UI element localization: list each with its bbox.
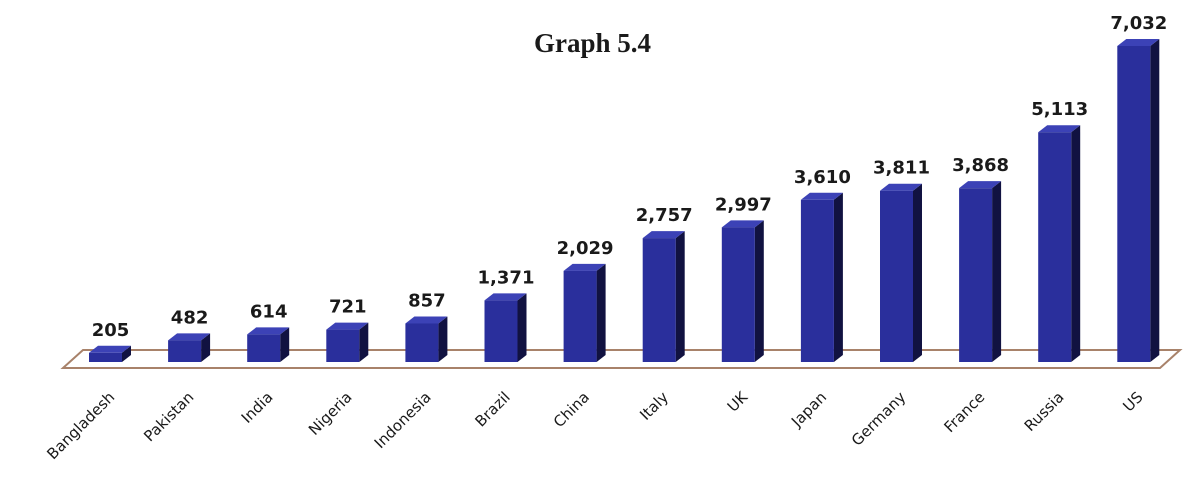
bar-top [880,183,922,191]
bar-top [800,192,843,200]
bar-side [438,316,448,362]
bar-front [168,340,202,362]
bar-side [201,333,211,362]
bar-front [484,300,518,362]
value-labels-group: 205 482 614 721 857 1,371 2,029 2,757 2,997 3,610… [92,13,1168,341]
value-label-indonesia: 857 [408,290,446,311]
value-label-germany: 3,811 [873,158,930,179]
bar-france [959,181,1002,362]
bar-front [880,190,913,362]
value-label-japan: 3,610 [794,167,851,188]
category-label-pakistan: Pakistan [140,388,197,445]
value-label-bangladesh: 205 [92,320,130,341]
value-label-india: 614 [250,301,288,322]
value-label-us: 7,032 [1110,13,1167,34]
bar-front [721,227,755,362]
bar-front [563,270,597,362]
bar-top [1117,39,1160,46]
bar-side [517,293,527,362]
category-label-russia: Russia [1021,388,1068,435]
bar-front [959,188,993,362]
value-label-italy: 2,757 [636,205,693,226]
bar-side [596,263,606,362]
category-label-japan: Japan [787,388,830,431]
bar-top [484,293,527,301]
category-label-uk: UK [724,387,752,415]
category-label-germany: Germany [848,388,910,450]
value-label-russia: 5,113 [1031,99,1088,120]
value-label-uk: 2,997 [715,194,772,215]
value-label-nigeria: 721 [329,297,367,318]
category-label-bangladesh: Bangladesh [43,388,118,463]
bar-front [247,334,281,362]
category-label-china: China [550,388,593,431]
category-label-indonesia: Indonesia [371,388,435,452]
bar-side [1071,125,1081,362]
bars-group [89,39,1160,362]
bar-japan [800,192,843,362]
bar-side [913,183,922,362]
bar-germany [880,183,922,362]
chart-title: Graph 5.4 [533,28,652,58]
bar-top [247,327,290,335]
bar-india [247,327,290,362]
value-label-france: 3,868 [952,155,1009,176]
category-label-nigeria: Nigeria [305,388,356,439]
bar-top [405,316,448,324]
bar-top [959,181,1002,189]
bar-brazil [484,293,527,362]
bar-side [992,181,1002,362]
bar-italy [642,231,685,362]
bar-top [168,333,211,341]
bar-side [280,327,290,362]
bar-side [359,322,369,362]
category-labels-group: Bangladesh Pakistan India Nigeria Indonesia B… [43,387,1146,463]
bar-front [1117,46,1151,362]
bar-us [1117,39,1160,362]
bar-front [89,352,122,362]
bar-front [1038,132,1072,362]
value-label-china: 2,029 [557,238,614,259]
category-label-italy: Italy [636,388,672,424]
bar-top [563,263,606,271]
category-label-india: India [238,388,277,427]
bar-side [122,345,131,362]
bar-side [675,231,685,362]
bar-uk [721,220,764,362]
bar-front [642,238,676,362]
value-label-brazil: 1,371 [478,267,535,288]
bar-nigeria [326,322,369,362]
chart-floor [60,349,1183,369]
bar-front [800,199,834,362]
bar-side [1150,39,1160,362]
bar-indonesia [405,316,448,362]
bar-side [833,192,843,362]
bar-front [326,329,360,362]
category-label-us: US [1119,388,1146,415]
bar-top [326,322,369,330]
bar-china [563,263,606,362]
value-label-pakistan: 482 [171,307,209,328]
category-label-france: France [940,388,988,436]
bar-side [754,220,764,362]
bar-top [89,345,131,353]
bar-front [405,323,439,362]
category-label-brazil: Brazil [472,388,514,430]
bar-top [721,220,764,228]
bar-top [1038,125,1081,133]
bar-russia [1038,125,1081,362]
bar-top [642,231,685,239]
bar-bangladesh [89,345,131,362]
bar-pakistan [168,333,211,362]
